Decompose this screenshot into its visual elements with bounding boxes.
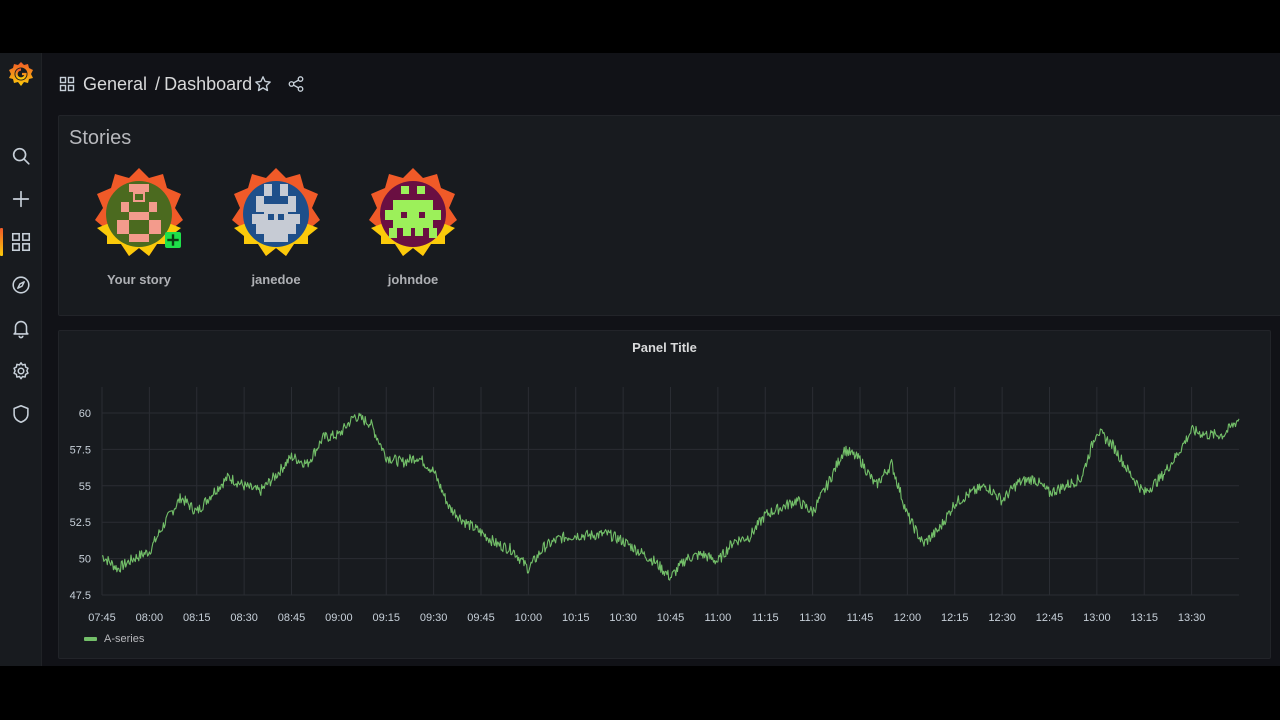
breadcrumb: General / Dashboard: [59, 71, 252, 97]
stories-panel: Stories Your story: [58, 115, 1280, 316]
share-button[interactable]: [285, 73, 307, 95]
search-icon: [12, 147, 30, 165]
stories-panel-title: Stories: [69, 127, 132, 149]
x-tick-label: 08:45: [278, 612, 306, 624]
x-tick-label: 09:15: [372, 612, 400, 624]
dashboard-title[interactable]: Dashboard: [164, 73, 253, 94]
x-tick-label: 12:15: [941, 612, 969, 624]
nav-create[interactable]: [0, 182, 41, 216]
top-navbar: General / Dashboard: [41, 53, 1280, 113]
legend-color-swatch: [84, 637, 97, 641]
y-tick-label: 57.5: [70, 444, 91, 456]
alerting-icon: [12, 320, 29, 339]
dashboards-icon: [59, 76, 75, 92]
x-tick-label: 11:45: [847, 612, 874, 624]
breadcrumb-separator: /: [155, 73, 161, 94]
story-name: Your story: [106, 272, 172, 287]
nav-dashboards[interactable]: [0, 225, 41, 259]
y-tick-label: 50: [79, 554, 91, 566]
time-series-chart[interactable]: 47.5 50 52.5 55 57.5 60 07:45 08:00 08:15 08:30 08…: [59, 331, 1270, 631]
x-tick-label: 11:00: [705, 612, 732, 624]
x-tick-label: 07:45: [88, 612, 116, 624]
y-tick-label: 47.5: [70, 590, 91, 602]
dashboards-icon: [11, 232, 30, 252]
x-tick-label: 10:00: [515, 612, 543, 624]
nav-server-admin[interactable]: [0, 397, 41, 431]
y-tick-label: 52.5: [70, 517, 91, 529]
y-tick-label: 60: [79, 408, 91, 420]
star-icon: [255, 76, 271, 92]
grafana-logo-icon[interactable]: [7, 60, 35, 88]
x-tick-label: 11:30: [799, 612, 826, 624]
story-name: janedoe: [251, 272, 301, 287]
app-window: General / Dashboard Stories: [0, 53, 1280, 666]
nav-search[interactable]: [0, 139, 41, 173]
x-tick-label: 12:00: [894, 612, 922, 624]
nav-configuration[interactable]: [0, 354, 41, 388]
x-tick-label: 11:15: [752, 612, 779, 624]
panel-title[interactable]: Panel Title: [632, 340, 697, 355]
x-tick-label: 10:30: [609, 612, 637, 624]
x-tick-label: 13:15: [1130, 612, 1158, 624]
plus-icon: [12, 190, 29, 208]
x-tick-label: 13:00: [1083, 612, 1111, 624]
nav-explore[interactable]: [0, 268, 41, 302]
x-tick-label: 12:45: [1036, 612, 1064, 624]
series-line-a-series: [102, 412, 1240, 581]
x-tick-label: 09:45: [467, 612, 495, 624]
story-your-story[interactable]: Your story: [87, 168, 187, 293]
breadcrumb-folder[interactable]: General: [83, 73, 148, 94]
x-tick-label: 13:30: [1178, 612, 1206, 624]
x-tick-label: 08:15: [183, 612, 211, 624]
graph-panel: Panel Title 47.5 50 52.5 55 57.5 60 07:45 08:00…: [58, 330, 1271, 659]
legend-item[interactable]: A-series: [84, 633, 144, 645]
legend-label: A-series: [104, 633, 145, 645]
x-tick-label: 12:30: [988, 612, 1016, 624]
gear-icon: [12, 362, 29, 380]
sidebar: [0, 53, 42, 666]
nav-alerting[interactable]: [0, 311, 41, 345]
x-tick-label: 10:45: [657, 612, 685, 624]
x-tick-label: 08:30: [230, 612, 258, 624]
share-icon: [288, 76, 304, 92]
story-janedoe[interactable]: janedoe: [224, 168, 324, 293]
x-tick-label: 10:15: [562, 612, 590, 624]
explore-icon: [11, 276, 30, 294]
shield-icon: [12, 404, 29, 424]
x-tick-label: 08:00: [136, 612, 164, 624]
x-tick-label: 09:30: [420, 612, 448, 624]
story-name: johndoe: [387, 272, 439, 287]
user-avatar: [369, 168, 457, 256]
x-tick-label: 09:00: [325, 612, 353, 624]
star-button[interactable]: [252, 73, 274, 95]
user-avatar: [232, 168, 320, 256]
story-johndoe[interactable]: johndoe: [361, 168, 461, 293]
user-avatar: [95, 168, 183, 256]
y-tick-label: 55: [79, 481, 91, 493]
